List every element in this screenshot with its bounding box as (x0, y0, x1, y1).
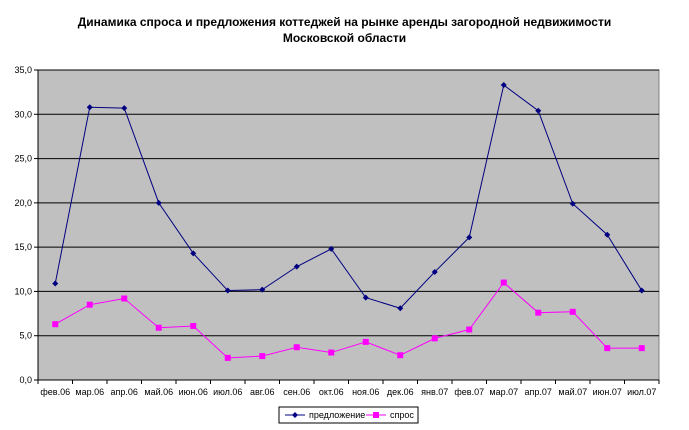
data-point (466, 234, 473, 241)
series-1 (52, 82, 645, 312)
series (52, 82, 645, 361)
data-point (569, 308, 576, 315)
data-point (535, 309, 542, 316)
data-point (155, 324, 162, 331)
data-point (190, 250, 197, 257)
x-tick-label: апр.06 (111, 387, 138, 397)
y-tick-label: 20,0 (14, 198, 32, 208)
y-tick-label: 15,0 (14, 242, 32, 252)
series-line (55, 281, 642, 359)
y-tick-label: 5,0 (19, 331, 32, 341)
data-point (259, 353, 266, 360)
data-point (397, 352, 404, 359)
data-point (328, 245, 335, 252)
chart-title-line-2: Московской области (282, 31, 407, 45)
legend-swatch-marker (373, 412, 379, 418)
data-point (121, 295, 128, 302)
data-point (500, 279, 507, 286)
y-tick-label: 35,0 (14, 65, 32, 75)
gridlines (38, 69, 659, 337)
x-tick-label: авг.06 (250, 387, 274, 397)
x-tick-label: апр.07 (525, 387, 552, 397)
data-point (293, 344, 300, 351)
y-tick-label: 0,0 (19, 375, 32, 385)
data-point (604, 231, 611, 238)
data-point (500, 82, 507, 89)
chart-title: Динамика спроса и предложения коттеджей … (0, 14, 689, 46)
x-tick-label: сен.06 (283, 387, 310, 397)
data-point (604, 345, 611, 352)
data-point (293, 263, 300, 270)
x-tick-label: май.06 (144, 387, 173, 397)
data-point (86, 301, 93, 308)
x-tick-label: ноя.06 (352, 387, 379, 397)
axes (34, 69, 660, 384)
x-tick-label: янв.07 (421, 387, 448, 397)
chart-title-line-1: Динамика спроса и предложения коттеджей … (77, 15, 612, 29)
data-point (638, 345, 645, 352)
data-point (224, 354, 231, 361)
legend-item: предложение (285, 410, 365, 420)
data-point (569, 200, 576, 207)
data-point (224, 287, 231, 294)
legend: предложение спрос (278, 406, 419, 424)
y-tick-label: 10,0 (14, 286, 32, 296)
data-point (638, 287, 645, 294)
x-tick-label: фев.07 (454, 387, 484, 397)
data-point (121, 105, 128, 112)
x-tick-label: мар.06 (75, 387, 104, 397)
data-point (362, 338, 369, 345)
y-tick-labels: 0,0 5,0 10,0 15,0 20,0 25,0 30,0 35,0 (14, 65, 32, 385)
data-point (86, 104, 93, 111)
legend-label: спрос (390, 410, 414, 420)
series-2 (52, 279, 645, 361)
x-tick-label: мар.07 (489, 387, 518, 397)
x-tick-label: июн.06 (179, 387, 208, 397)
data-point (362, 294, 369, 301)
legend-label: предложение (309, 410, 365, 420)
x-tick-label: июл.06 (213, 387, 242, 397)
legend-swatch-marker (292, 412, 298, 418)
data-point (535, 107, 542, 114)
data-point (52, 280, 59, 287)
data-point (328, 349, 335, 356)
data-point (52, 321, 59, 328)
plot-area (37, 69, 660, 381)
x-tick-label: дек.06 (387, 387, 414, 397)
x-tick-label: май.07 (558, 387, 587, 397)
data-point (466, 326, 473, 333)
data-point (431, 268, 438, 275)
data-point (190, 322, 197, 329)
series-line (54, 84, 643, 309)
data-point (259, 286, 266, 293)
x-tick-label: июл.07 (627, 387, 656, 397)
data-point (397, 305, 404, 312)
y-tick-label: 30,0 (14, 109, 32, 119)
data-point (155, 199, 162, 206)
data-point (431, 335, 438, 342)
x-tick-label: окт.06 (319, 387, 344, 397)
legend-item: спрос (366, 410, 414, 420)
x-tick-labels: фев.06 мар.06 апр.06 май.06 июн.06 июл.06 авг.… (40, 387, 656, 397)
x-tick-label: июн.07 (593, 387, 622, 397)
legend-box (278, 406, 419, 424)
y-tick-label: 25,0 (14, 154, 32, 164)
x-tick-label: фев.06 (40, 387, 70, 397)
